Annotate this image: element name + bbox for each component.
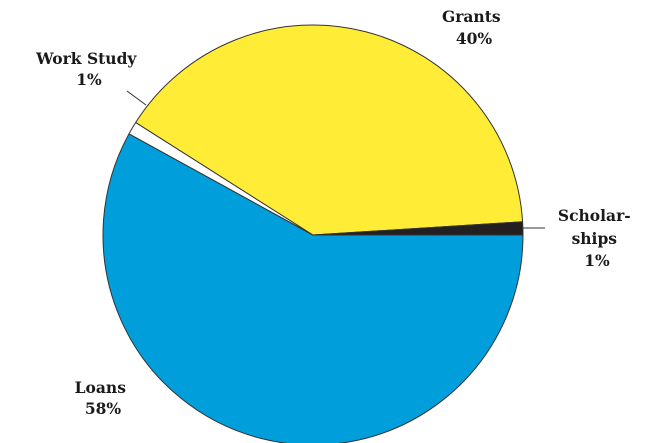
pie-slice-loans: [102, 133, 524, 443]
slice-label-grants: Grants 40%: [442, 7, 506, 48]
pie-slices: [102, 24, 524, 443]
work-study-label-percent: 1%: [76, 70, 102, 89]
slice-label-loans: Loans 58%: [75, 378, 132, 418]
pie-slice-grants: [135, 24, 524, 236]
slice-label-scholarships: Scholar- ships 1%: [558, 206, 636, 270]
scholarships-label-line2: ships: [572, 229, 618, 248]
grants-label-name: Grants: [442, 7, 501, 26]
slice-label-work-study: Work Study 1%: [35, 49, 142, 89]
work-study-label-name: Work Study: [35, 49, 137, 68]
loans-label-name: Loans: [75, 378, 127, 397]
scholarships-label-percent: 1%: [584, 251, 610, 270]
grants-label-percent: 40%: [456, 29, 493, 48]
loans-label-percent: 58%: [85, 399, 122, 418]
work-study-leader-line: [126, 90, 147, 106]
scholarships-label-line1: Scholar-: [558, 206, 631, 225]
